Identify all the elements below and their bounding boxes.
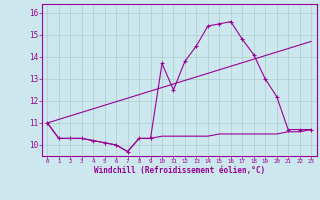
X-axis label: Windchill (Refroidissement éolien,°C): Windchill (Refroidissement éolien,°C) — [94, 166, 265, 175]
